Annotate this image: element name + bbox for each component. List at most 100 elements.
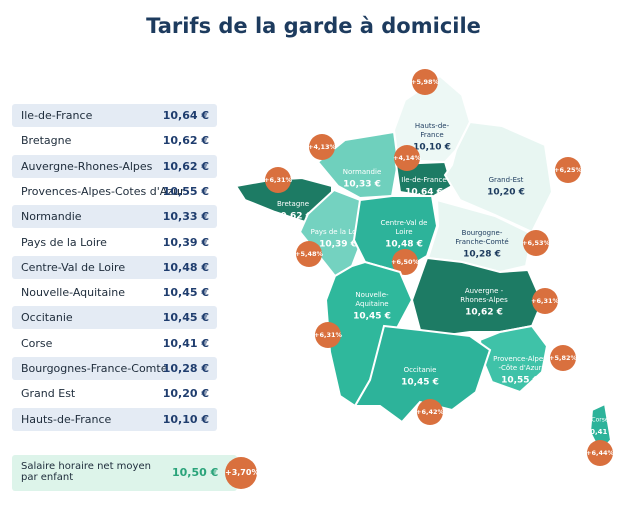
region-name: Pays de la Loire bbox=[21, 235, 107, 249]
table-row: Centre-Val de Loire 10,48 € bbox=[12, 255, 217, 279]
region-label: Loire bbox=[395, 228, 412, 236]
region-name: Corse bbox=[21, 336, 53, 350]
region-label: Occitanie bbox=[404, 366, 437, 374]
badge bbox=[309, 134, 335, 160]
region-price: 10,33 € bbox=[162, 210, 209, 224]
region-label: Nouvelle- bbox=[355, 291, 389, 299]
region: Normandie 10,33 € +4,13% bbox=[308, 130, 400, 200]
table-row: Hauts-de-France 10,10 € bbox=[12, 407, 217, 431]
badge bbox=[532, 288, 558, 314]
badge-label: +6,42% bbox=[416, 408, 444, 416]
region-price: 10,39 € bbox=[162, 235, 209, 249]
badge bbox=[265, 167, 291, 193]
region-shape bbox=[394, 160, 454, 199]
table-row: Bretagne 10,62 € bbox=[12, 129, 217, 152]
badge bbox=[412, 69, 438, 95]
region-label: Normandie bbox=[343, 168, 382, 176]
table-row: Grand Est 10,20 € bbox=[12, 382, 217, 405]
region-label: Centre-Val de bbox=[381, 219, 428, 227]
region-shape bbox=[316, 130, 400, 200]
region-label: Bretagne bbox=[277, 200, 309, 208]
region-label: France bbox=[420, 131, 443, 139]
region-label: Provence-Alpes bbox=[493, 355, 547, 363]
region-price: 10,48 € bbox=[385, 240, 423, 250]
region-price: 10,39 € bbox=[319, 240, 357, 250]
badge bbox=[417, 399, 443, 425]
region-name: Hauts-de-France bbox=[21, 412, 112, 426]
region-label: Corse bbox=[591, 417, 608, 424]
region-price: 10,55 € bbox=[501, 376, 539, 386]
badge bbox=[523, 230, 549, 256]
badge-label: +5,82% bbox=[549, 354, 577, 362]
summary-label: Salaire horaire net moyen par enfant bbox=[21, 461, 151, 483]
region: Pays de la Loire 10,39 €+5,48% bbox=[295, 188, 367, 278]
region-name: Provences-Alpes-Cotes d'Azur bbox=[21, 184, 185, 198]
region-price: 10,20 € bbox=[162, 387, 209, 401]
table-row: Ile-de-France 10,64 € bbox=[12, 104, 217, 127]
badge-label: +4,13% bbox=[308, 143, 336, 151]
region: Ile-de-France 10,64 € +4,14% bbox=[393, 145, 454, 199]
region-price: 10,64 € bbox=[405, 188, 443, 198]
badge-label: +6,44% bbox=[586, 449, 614, 457]
region: Auvergne -Rhones-Alpes 10,62 € +6,31% bbox=[410, 256, 559, 338]
title: Tarifs de la garde à domicile bbox=[146, 14, 481, 38]
region: Bretagne 10,62 € +6,31% bbox=[234, 167, 333, 224]
badge-label: +4,14% bbox=[393, 154, 421, 162]
region: Grand-Est 10,20 € +6,25% bbox=[443, 120, 582, 234]
region-price: 10,55 € bbox=[162, 184, 209, 198]
region-name: Centre-Val de Loire bbox=[21, 260, 126, 274]
region-price: 10,20 € bbox=[487, 188, 525, 198]
region: Nouvelle-Aquitaine 10,45 € +6,31% bbox=[314, 260, 414, 408]
region-price: 10,62 € bbox=[162, 159, 209, 173]
summary-price: 10,50 € bbox=[172, 466, 219, 479]
region-price: 10,64 € bbox=[162, 109, 209, 122]
region-name: Bretagne bbox=[21, 134, 72, 148]
region: Occitanie 10,45 € +6,42% bbox=[353, 324, 492, 425]
region: Bourgogne-Franche-Comté 10,28 € +6,53% bbox=[426, 198, 550, 274]
region: Provence-Alpes-Côte d'Azur 10,55 € +5,82% bbox=[478, 324, 577, 394]
summary: Salaire horaire net moyen par enfant 10,… bbox=[12, 455, 259, 491]
badge bbox=[550, 345, 576, 371]
region-price: 10,62 € bbox=[465, 308, 503, 318]
badge-label: +6,31% bbox=[531, 297, 559, 305]
region: Hauts-de-France 10,10 € +5,98% bbox=[392, 69, 472, 164]
badge bbox=[315, 322, 341, 348]
region-price: 10,28 € bbox=[463, 250, 501, 260]
region-price: 10,41 € bbox=[162, 336, 209, 350]
table-row: Auvergne-Rhones-Alpes 10,62 € bbox=[12, 154, 217, 178]
region-price: 10,62 € bbox=[274, 212, 312, 222]
badge bbox=[555, 157, 581, 183]
badge-label: +6,31% bbox=[264, 176, 292, 184]
badge bbox=[392, 249, 418, 275]
badge-label: +6,53% bbox=[522, 239, 550, 247]
region-price: 10,45 € bbox=[162, 311, 209, 325]
region-label: Auvergne - bbox=[465, 287, 504, 295]
region-label: Rhones-Alpes bbox=[460, 296, 508, 304]
region-price: 10,10 € bbox=[413, 143, 451, 153]
summary-badge: +3,70% bbox=[225, 457, 259, 489]
region-price: 10,41 € bbox=[585, 428, 615, 436]
region-label: Hauts-de- bbox=[415, 122, 450, 130]
region-label: Ile-de-France bbox=[401, 176, 446, 184]
region-price: 10,28 € bbox=[162, 362, 209, 375]
region-shape bbox=[352, 195, 439, 274]
region-name: Grand Est bbox=[21, 387, 76, 401]
badge-label: +6,31% bbox=[314, 331, 342, 339]
badge-label: +5,48% bbox=[295, 250, 323, 258]
region-shape bbox=[353, 324, 492, 424]
region-label: Aquitaine bbox=[355, 300, 388, 308]
region-price: 10,45 € bbox=[401, 378, 439, 388]
region: Corse 10,41 € +6,44% bbox=[585, 402, 615, 466]
badge bbox=[394, 145, 420, 171]
badge-label: +6,25% bbox=[554, 166, 582, 174]
badge-label: +5,98% bbox=[411, 78, 439, 86]
table-row: Corse 10,41 € bbox=[12, 332, 217, 355]
region-label: -Côte d'Azur bbox=[498, 364, 541, 372]
table-row: Bourgognes-France-Comte 10,28 € bbox=[12, 357, 217, 380]
table-row: Provences-Alpes-Cotes d'Azur 10,55 € bbox=[12, 180, 217, 203]
region-name: Nouvelle-Aquitaine bbox=[21, 286, 126, 300]
badge-label: +6,50% bbox=[391, 258, 419, 266]
